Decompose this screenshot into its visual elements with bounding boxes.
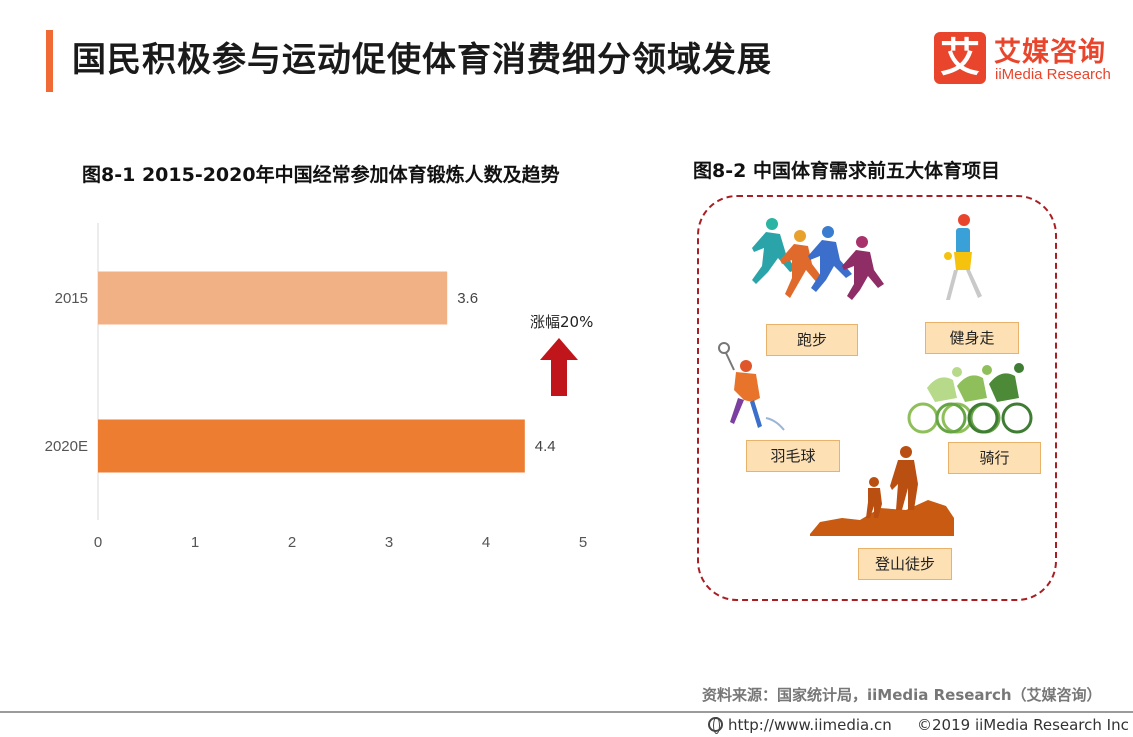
growth-arrow-icon	[540, 338, 578, 396]
sport-label-fitness-walking: 健身走	[925, 322, 1019, 354]
sport-label-cycling: 骑行	[948, 442, 1041, 474]
logo-en-text: iiMedia Research	[995, 66, 1111, 83]
page-title: 国民积极参与运动促使体育消费细分领域发展	[72, 40, 772, 80]
bar-2015	[98, 271, 448, 325]
walking-illustration	[944, 214, 982, 300]
globe-icon	[708, 717, 723, 734]
logo-glyph: 艾	[940, 35, 980, 81]
sport-label-hiking: 登山徒步	[858, 548, 952, 580]
logo-cn-text: 艾媒咨询	[994, 37, 1106, 68]
bar-2020E	[98, 419, 525, 473]
logo: 艾 艾媒咨询 iiMedia Research	[934, 28, 1119, 88]
x-tick-3: 3	[385, 534, 393, 551]
data-label-2015: 3.6	[457, 290, 478, 307]
footer-url[interactable]: http://www.iimedia.cn	[708, 716, 892, 734]
footer-url-text[interactable]: http://www.iimedia.cn	[728, 716, 892, 734]
panel-title: 图8-2 中国体育需求前五大体育项目	[693, 160, 1000, 182]
sport-label-running: 跑步	[766, 324, 858, 356]
bar-chart: 2015 3.6 2020E 4.4 0 1 2 3 4 5	[45, 223, 587, 551]
x-tick-0: 0	[94, 534, 102, 551]
sport-label-badminton: 羽毛球	[746, 440, 840, 472]
cycling-illustration	[907, 363, 1033, 434]
logo-box	[934, 32, 986, 84]
category-label-2015: 2015	[55, 290, 88, 307]
category-label-2020E: 2020E	[45, 438, 88, 455]
x-tick-1: 1	[191, 534, 199, 551]
title-accent-bar	[46, 30, 53, 92]
hiking-illustration	[810, 446, 954, 536]
data-label-2020E: 4.4	[535, 438, 556, 455]
footer-copyright: ©2019 iiMedia Research Inc	[917, 716, 1129, 734]
footer-divider	[0, 711, 1133, 713]
chart-title: 图8-1 2015-2020年中国经常参加体育锻炼人数及趋势	[82, 164, 560, 186]
growth-label: 涨幅20%	[530, 313, 594, 331]
running-illustration	[752, 218, 884, 300]
x-tick-2: 2	[288, 534, 296, 551]
x-tick-5: 5	[579, 534, 587, 551]
sports-panel-frame	[697, 195, 1057, 601]
x-tick-4: 4	[482, 534, 490, 551]
source-note: 资料来源：国家统计局，iiMedia Research（艾媒咨询）	[702, 686, 1102, 704]
badminton-illustration	[718, 342, 785, 431]
